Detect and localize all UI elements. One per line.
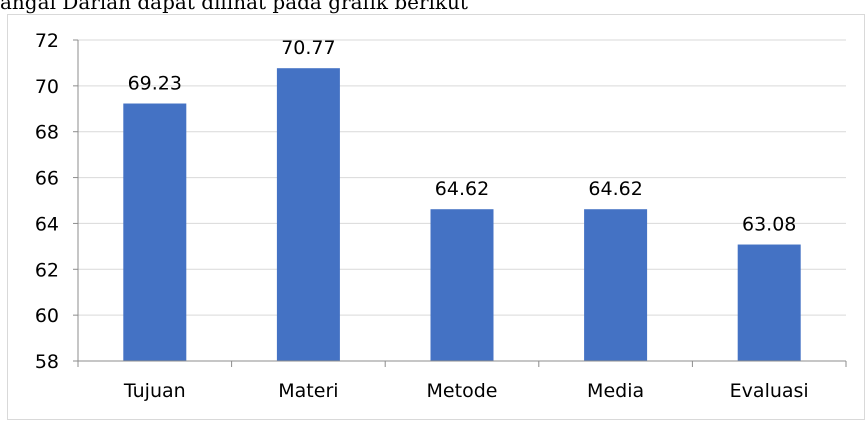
- y-tick-label: 62: [35, 259, 59, 281]
- y-tick-label: 64: [35, 213, 59, 235]
- category-label-media: Media: [587, 380, 644, 402]
- y-tick-label: 70: [35, 76, 59, 98]
- figure-caption: angai Darian dapat dilihat pada grafik b…: [0, 0, 468, 14]
- category-label-materi: Materi: [278, 380, 338, 402]
- y-tick-label: 66: [35, 168, 59, 190]
- bar-media: [584, 209, 648, 361]
- data-label-media: 64.62: [588, 178, 642, 200]
- bar-tujuan: [123, 103, 187, 361]
- bar-metode: [430, 209, 494, 361]
- labels: 58 60 62 64 66 68 70 72 69.23 Tujuan 70.77 Materi 64…: [35, 30, 809, 402]
- category-label-tujuan: Tujuan: [123, 380, 186, 402]
- category-label-metode: Metode: [427, 380, 498, 402]
- bar-evaluasi: [737, 244, 801, 361]
- data-label-tujuan: 69.23: [128, 73, 182, 95]
- bars: [123, 68, 801, 361]
- y-tick-label: 60: [35, 305, 59, 327]
- y-tick-label: 68: [35, 122, 59, 144]
- bar-materi: [276, 68, 340, 361]
- category-label-evaluasi: Evaluasi: [730, 380, 809, 402]
- y-tick-label: 58: [35, 351, 59, 373]
- data-label-evaluasi: 63.08: [742, 214, 796, 236]
- axes: [73, 39, 847, 367]
- data-label-materi: 70.77: [281, 37, 335, 59]
- y-tick-label: 72: [35, 30, 59, 52]
- data-label-metode: 64.62: [435, 178, 489, 200]
